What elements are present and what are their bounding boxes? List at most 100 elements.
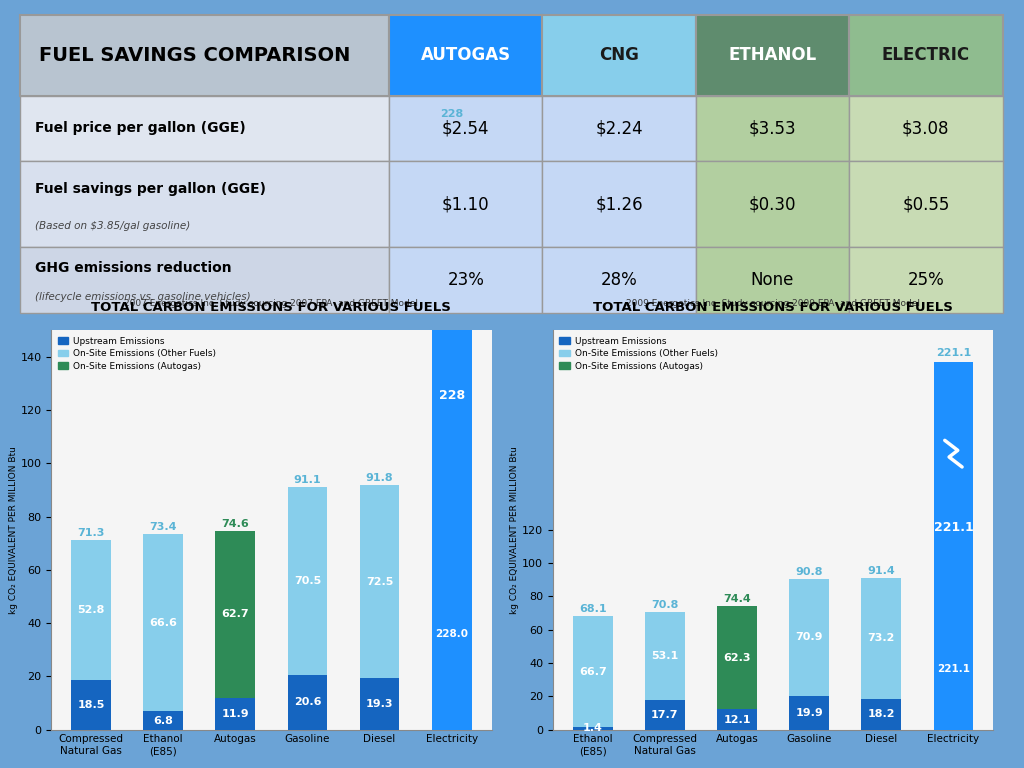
Text: 66.6: 66.6: [150, 617, 177, 627]
Bar: [288, 487, 328, 675]
Text: 11.9: 11.9: [221, 709, 249, 719]
Text: 228.0: 228.0: [435, 628, 468, 638]
Text: 17.7: 17.7: [651, 710, 679, 720]
Bar: [645, 700, 685, 730]
Bar: [573, 616, 612, 727]
Text: 221.1: 221.1: [937, 664, 970, 674]
FancyBboxPatch shape: [696, 96, 849, 161]
Bar: [143, 711, 183, 730]
FancyBboxPatch shape: [849, 161, 1002, 247]
Text: $3.08: $3.08: [902, 120, 949, 137]
Text: 70.5: 70.5: [294, 576, 322, 586]
Text: Fuel savings per gallon (GGE): Fuel savings per gallon (GGE): [35, 182, 266, 196]
Text: GHG emissions reduction: GHG emissions reduction: [35, 261, 231, 276]
Title: TOTAL CARBON EMISSIONS FOR VARIOUS FUELS: TOTAL CARBON EMISSIONS FOR VARIOUS FUELS: [91, 301, 452, 314]
Text: 70.9: 70.9: [796, 633, 823, 643]
FancyBboxPatch shape: [389, 96, 543, 161]
Text: CNG: CNG: [599, 47, 639, 65]
Text: 74.4: 74.4: [723, 594, 751, 604]
FancyBboxPatch shape: [389, 15, 543, 96]
Y-axis label: kg CO₂ EQUIVALENT PER MILLION Btu: kg CO₂ EQUIVALENT PER MILLION Btu: [8, 446, 17, 614]
Bar: [359, 678, 399, 730]
Text: 73.2: 73.2: [867, 634, 895, 644]
Legend: Upstream Emissions, On-Site Emissions (Other Fuels), On-Site Emissions (Autogas): Upstream Emissions, On-Site Emissions (O…: [54, 333, 219, 374]
Text: 28%: 28%: [601, 271, 638, 290]
Legend: Upstream Emissions, On-Site Emissions (Other Fuels), On-Site Emissions (Autogas): Upstream Emissions, On-Site Emissions (O…: [556, 333, 721, 374]
Bar: [288, 675, 328, 730]
Text: $2.24: $2.24: [595, 120, 643, 137]
Text: $1.26: $1.26: [595, 195, 643, 214]
Text: 68.1: 68.1: [579, 604, 606, 614]
Text: 228: 228: [438, 389, 465, 402]
FancyBboxPatch shape: [849, 247, 1002, 313]
FancyBboxPatch shape: [543, 161, 696, 247]
Title: TOTAL CARBON EMISSIONS FOR VARIOUS FUELS: TOTAL CARBON EMISSIONS FOR VARIOUS FUELS: [593, 301, 953, 314]
Bar: [717, 606, 757, 710]
Bar: [432, 123, 471, 730]
Bar: [359, 485, 399, 678]
Bar: [790, 578, 829, 697]
Text: $0.30: $0.30: [749, 195, 797, 214]
Text: (lifecycle emissions vs. gasoline vehicles): (lifecycle emissions vs. gasoline vehicl…: [35, 292, 251, 302]
Text: $3.53: $3.53: [749, 120, 797, 137]
Text: 25%: 25%: [907, 271, 944, 290]
FancyBboxPatch shape: [543, 247, 696, 313]
Text: 62.3: 62.3: [723, 653, 751, 663]
Bar: [934, 362, 973, 730]
Text: $0.55: $0.55: [902, 195, 949, 214]
Text: 12.1: 12.1: [723, 714, 751, 724]
Bar: [790, 697, 829, 730]
Bar: [861, 700, 901, 730]
Text: 221.1: 221.1: [936, 348, 971, 358]
FancyBboxPatch shape: [696, 15, 849, 96]
Text: 73.4: 73.4: [150, 522, 177, 532]
FancyBboxPatch shape: [389, 161, 543, 247]
Text: 18.5: 18.5: [78, 700, 104, 710]
FancyBboxPatch shape: [543, 15, 696, 96]
Text: 2007 Energetics Inc. Study sourcing 2007 EPA  and GREET Model: 2007 Energetics Inc. Study sourcing 2007…: [124, 300, 419, 308]
Bar: [573, 727, 612, 730]
Text: 71.3: 71.3: [78, 528, 104, 538]
Text: 72.5: 72.5: [366, 577, 393, 587]
Text: 90.8: 90.8: [796, 567, 823, 577]
Bar: [861, 578, 901, 700]
FancyBboxPatch shape: [20, 15, 389, 96]
Y-axis label: kg CO₂ EQUIVALENT PER MILLION Btu: kg CO₂ EQUIVALENT PER MILLION Btu: [510, 446, 519, 614]
Text: 74.6: 74.6: [221, 519, 249, 529]
Text: 52.8: 52.8: [78, 605, 104, 615]
Text: 91.1: 91.1: [294, 475, 322, 485]
Text: 23%: 23%: [447, 271, 484, 290]
Text: 228: 228: [440, 108, 463, 118]
Text: None: None: [751, 271, 795, 290]
Text: 91.4: 91.4: [867, 565, 895, 575]
Text: 221.1: 221.1: [934, 521, 973, 534]
Text: Fuel price per gallon (GGE): Fuel price per gallon (GGE): [35, 121, 246, 135]
Text: 19.9: 19.9: [796, 708, 823, 718]
Text: $2.54: $2.54: [442, 120, 489, 137]
FancyBboxPatch shape: [849, 96, 1002, 161]
FancyBboxPatch shape: [849, 15, 1002, 96]
Text: AUTOGAS: AUTOGAS: [421, 47, 511, 65]
Text: 70.8: 70.8: [651, 600, 679, 610]
FancyBboxPatch shape: [696, 161, 849, 247]
Bar: [72, 540, 111, 680]
Text: ELECTRIC: ELECTRIC: [882, 47, 970, 65]
Bar: [215, 531, 255, 698]
FancyBboxPatch shape: [20, 247, 389, 313]
Bar: [645, 612, 685, 700]
Bar: [72, 680, 111, 730]
FancyBboxPatch shape: [389, 247, 543, 313]
FancyBboxPatch shape: [696, 247, 849, 313]
Text: 20.6: 20.6: [294, 697, 322, 707]
Text: 91.8: 91.8: [366, 473, 393, 483]
FancyBboxPatch shape: [20, 96, 389, 161]
Text: 19.3: 19.3: [366, 699, 393, 709]
Text: FUEL SAVINGS COMPARISON: FUEL SAVINGS COMPARISON: [39, 46, 350, 65]
Text: 18.2: 18.2: [867, 710, 895, 720]
Text: ETHANOL: ETHANOL: [728, 47, 816, 65]
Text: 6.8: 6.8: [154, 716, 173, 726]
Text: 2009 Energetics Inc. Study sourcing 2009 EPA  and GREET Model: 2009 Energetics Inc. Study sourcing 2009…: [626, 300, 921, 308]
FancyBboxPatch shape: [20, 161, 389, 247]
Text: 1.4: 1.4: [583, 723, 603, 733]
FancyBboxPatch shape: [543, 96, 696, 161]
